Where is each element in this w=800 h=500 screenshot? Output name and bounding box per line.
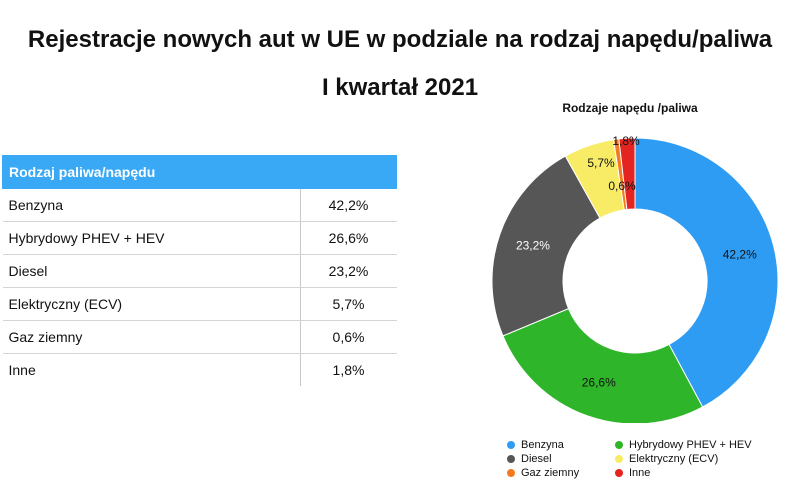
donut-slice-benzyna <box>634 137 779 408</box>
table-row-value: 26,6% <box>299 221 397 255</box>
legend-color-dot <box>615 469 623 477</box>
legend-item-natural-gas: Gaz ziemny <box>507 467 615 479</box>
fuel-type-table: Rodzaj paliwa/napędu Benzyna 42,2% Hybry… <box>2 155 397 386</box>
donut-slice-label-other: 1,8% <box>612 134 640 148</box>
legend-item-benzyna: Benzyna <box>507 439 615 451</box>
donut-slice-label-electric: 5,7% <box>587 156 615 170</box>
table-row-label: Inne <box>8 362 36 378</box>
legend-label: Gaz ziemny <box>521 467 580 479</box>
legend-color-dot <box>507 455 515 463</box>
legend-item-diesel: Diesel <box>507 453 615 465</box>
table-row-label: Elektryczny (ECV) <box>2 287 300 321</box>
table-row-value: 0,6% <box>299 320 397 354</box>
table-row-label: Benzyna <box>2 188 300 222</box>
legend-label: Benzyna <box>521 439 564 451</box>
legend-label: Hybrydowy PHEV + HEV <box>629 439 752 451</box>
table-header-row: Rodzaj paliwa/napędu <box>2 155 397 189</box>
table-row: Inne 1,8% <box>3 353 397 386</box>
legend-color-dot <box>507 441 515 449</box>
table-row: Gaz ziemny 0,6% <box>2 320 397 354</box>
table-row: Benzyna 42,2% <box>2 188 397 222</box>
legend-color-dot <box>615 455 623 463</box>
table-row-value: 1,8% <box>299 353 397 386</box>
legend-item-electric: Elektryczny (ECV) <box>615 453 785 465</box>
legend-item-hybrid: Hybrydowy PHEV + HEV <box>615 439 785 451</box>
table-row-value: 42,2% <box>299 188 397 222</box>
legend-label: Inne <box>629 467 651 479</box>
table-row-label: Hybrydowy PHEV + HEV <box>2 221 300 255</box>
donut-slice-other <box>618 137 636 211</box>
table-row-label: Diesel <box>2 254 300 288</box>
legend-item-other: Inne <box>615 467 785 479</box>
donut-slice-label-diesel: 23,2% <box>516 239 550 253</box>
table-row-label: Gaz ziemny <box>2 320 300 354</box>
table-row: Elektryczny (ECV) 5,7% <box>2 287 397 321</box>
chart-title-line-1: Rejestracje nowych aut w UE w podziale n… <box>27 26 773 53</box>
table-header: Rodzaj paliwa/napędu <box>2 155 397 189</box>
donut-chart: Rodzaje napędu /paliwa 42,2% 26,6% 23,2% 5,… <box>491 101 779 423</box>
table-row-value: 23,2% <box>299 254 397 288</box>
table-row: Hybrydowy PHEV + HEV 26,6% <box>2 221 397 255</box>
legend-color-dot <box>507 469 515 477</box>
legend-color-dot <box>615 441 623 449</box>
donut-chart-title: Rodzaje napędu /paliwa <box>562 101 698 115</box>
table-row-value: 5,7% <box>299 287 397 321</box>
donut-slice-label-benzyna: 42,2% <box>723 248 757 262</box>
donut-slice-label-natural-gas: 0,6% <box>608 179 636 193</box>
legend-label: Elektryczny (ECV) <box>629 453 719 465</box>
donut-slice-label-hybrid: 26,6% <box>582 376 616 390</box>
donut-slice-diesel <box>491 155 601 337</box>
chart-title-line-2: I kwartał 2021 <box>321 74 479 101</box>
donut-slice-hybrid <box>502 307 704 423</box>
legend-label: Diesel <box>521 453 552 465</box>
chart-legend: Benzyna Hybrydowy PHEV + HEV Diesel Elektry… <box>507 439 800 479</box>
table-row: Diesel 23,2% <box>2 254 397 288</box>
